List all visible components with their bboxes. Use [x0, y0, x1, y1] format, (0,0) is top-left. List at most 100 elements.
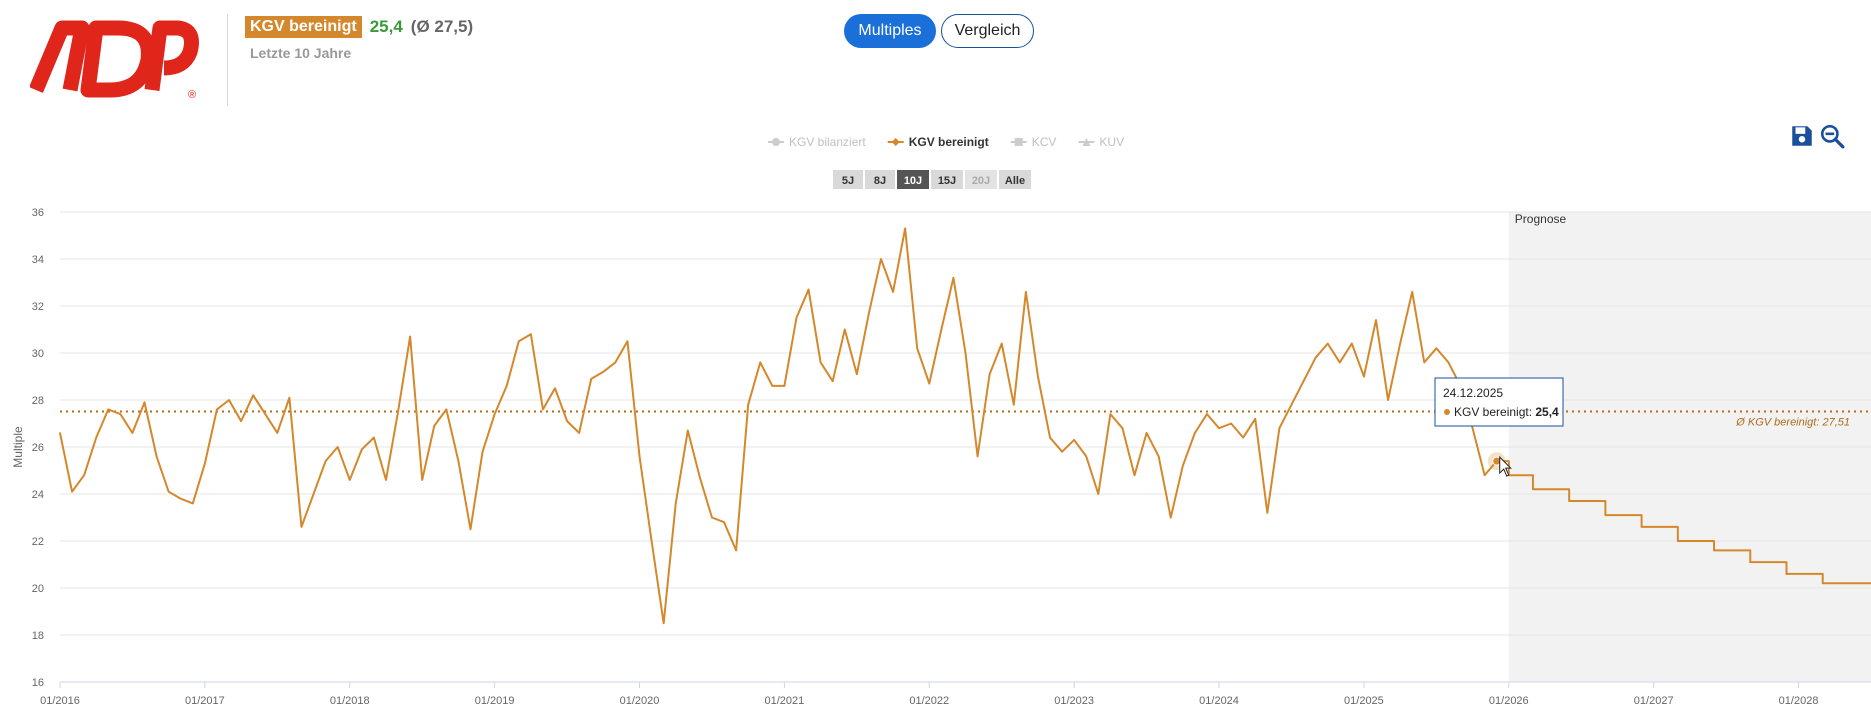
range-button-bg [865, 170, 895, 189]
tooltip-marker [1444, 409, 1450, 415]
y-tick-label: 24 [32, 489, 44, 501]
data-point [312, 493, 315, 495]
data-point [409, 335, 411, 338]
data-point [204, 462, 206, 465]
data-point [505, 385, 508, 387]
data-point [1218, 427, 1220, 430]
legend-item[interactable]: KGV bereinigt [887, 135, 989, 149]
data-point [1169, 516, 1172, 519]
data-point [276, 432, 279, 434]
data-point [650, 540, 653, 542]
data-point [1037, 375, 1039, 378]
data-point [699, 476, 701, 479]
legend-marker [1082, 138, 1091, 146]
data-point [530, 333, 532, 336]
data-point [252, 394, 254, 397]
forecast-point [1604, 514, 1607, 516]
data-point [1109, 413, 1112, 415]
data-point [1266, 512, 1269, 514]
range-button-bg [897, 170, 929, 189]
data-point [952, 277, 955, 279]
data-point [240, 420, 242, 422]
legend-item[interactable]: KGV bilanziert [768, 135, 866, 149]
range-button[interactable]: 5J [833, 170, 863, 189]
series-line-forecast [1496, 460, 1871, 585]
data-point [300, 526, 303, 528]
data-point [493, 413, 496, 415]
data-point [723, 521, 725, 523]
data-point [904, 227, 906, 230]
forecast-point [1821, 582, 1824, 585]
data-point [517, 340, 520, 343]
data-point [95, 436, 98, 439]
forecast-point [1640, 526, 1643, 528]
legend-item[interactable]: KUV [1078, 135, 1124, 149]
data-point [626, 340, 629, 343]
header-divider [227, 14, 228, 106]
data-point [807, 288, 810, 291]
data-point [1338, 361, 1341, 364]
data-point [687, 429, 689, 432]
zoom-out-icon[interactable] [1819, 123, 1845, 149]
data-point [1025, 291, 1027, 293]
vergleich-toggle[interactable]: Vergleich [941, 14, 1034, 48]
data-point [1242, 436, 1244, 439]
kpi-label: KGV bereinigt [245, 16, 362, 38]
legend-marker [891, 138, 900, 146]
data-point [373, 436, 375, 439]
data-point [228, 399, 230, 401]
period-label: Letzte 10 Jahre [250, 45, 352, 61]
logo-registered-mark: ® [188, 89, 196, 100]
data-point [469, 528, 472, 531]
data-point [288, 396, 291, 399]
x-tick-label: 01/2020 [620, 695, 660, 707]
range-button[interactable]: Alle [999, 170, 1031, 189]
adp-logo: ® [30, 20, 199, 100]
data-point [892, 291, 894, 293]
y-tick-label: 32 [32, 301, 44, 313]
y-tick-label: 20 [32, 583, 44, 595]
range-button[interactable]: 15J [931, 170, 963, 189]
data-point [795, 316, 798, 319]
data-point [880, 258, 882, 260]
range-button-bg [965, 170, 997, 189]
data-point [566, 420, 568, 422]
y-tick-label: 18 [32, 630, 44, 642]
data-point [143, 401, 146, 404]
tooltip-value: 25,4 [1535, 405, 1559, 419]
data-point [385, 479, 387, 481]
data-point [1000, 342, 1003, 345]
tooltip: 24.12.2025 KGV bereinigt: 25,4 [1434, 377, 1564, 427]
forecast-point [1495, 460, 1498, 462]
data-point [1314, 356, 1317, 359]
data-point [747, 403, 749, 406]
legend-marker [772, 138, 780, 146]
forecast-point [1785, 573, 1788, 575]
data-point [1447, 361, 1450, 364]
data-point [1085, 455, 1088, 458]
data-point [361, 448, 363, 451]
data-point [1194, 432, 1196, 434]
data-point [1049, 436, 1051, 439]
data-point [988, 373, 991, 375]
tooltip-box [1434, 377, 1564, 427]
data-point [1061, 450, 1063, 453]
range-button-bg [833, 170, 863, 189]
x-tick-label: 01/2016 [40, 695, 80, 707]
legend-item[interactable]: KCV [1010, 135, 1057, 149]
forecast-point [1749, 561, 1752, 563]
data-point [59, 432, 61, 434]
range-button[interactable]: 8J [865, 170, 895, 189]
x-tick-label: 01/2021 [765, 695, 805, 707]
multiples-toggle[interactable]: Multiples [844, 14, 936, 48]
data-point [445, 408, 448, 411]
data-point [421, 479, 424, 481]
data-point [397, 410, 399, 413]
save-icon[interactable] [1789, 123, 1815, 149]
x-tick-label: 01/2018 [330, 695, 370, 707]
range-button[interactable]: 10J [897, 170, 929, 189]
data-point [542, 408, 544, 411]
data-point [1326, 342, 1329, 345]
data-point [167, 490, 170, 493]
